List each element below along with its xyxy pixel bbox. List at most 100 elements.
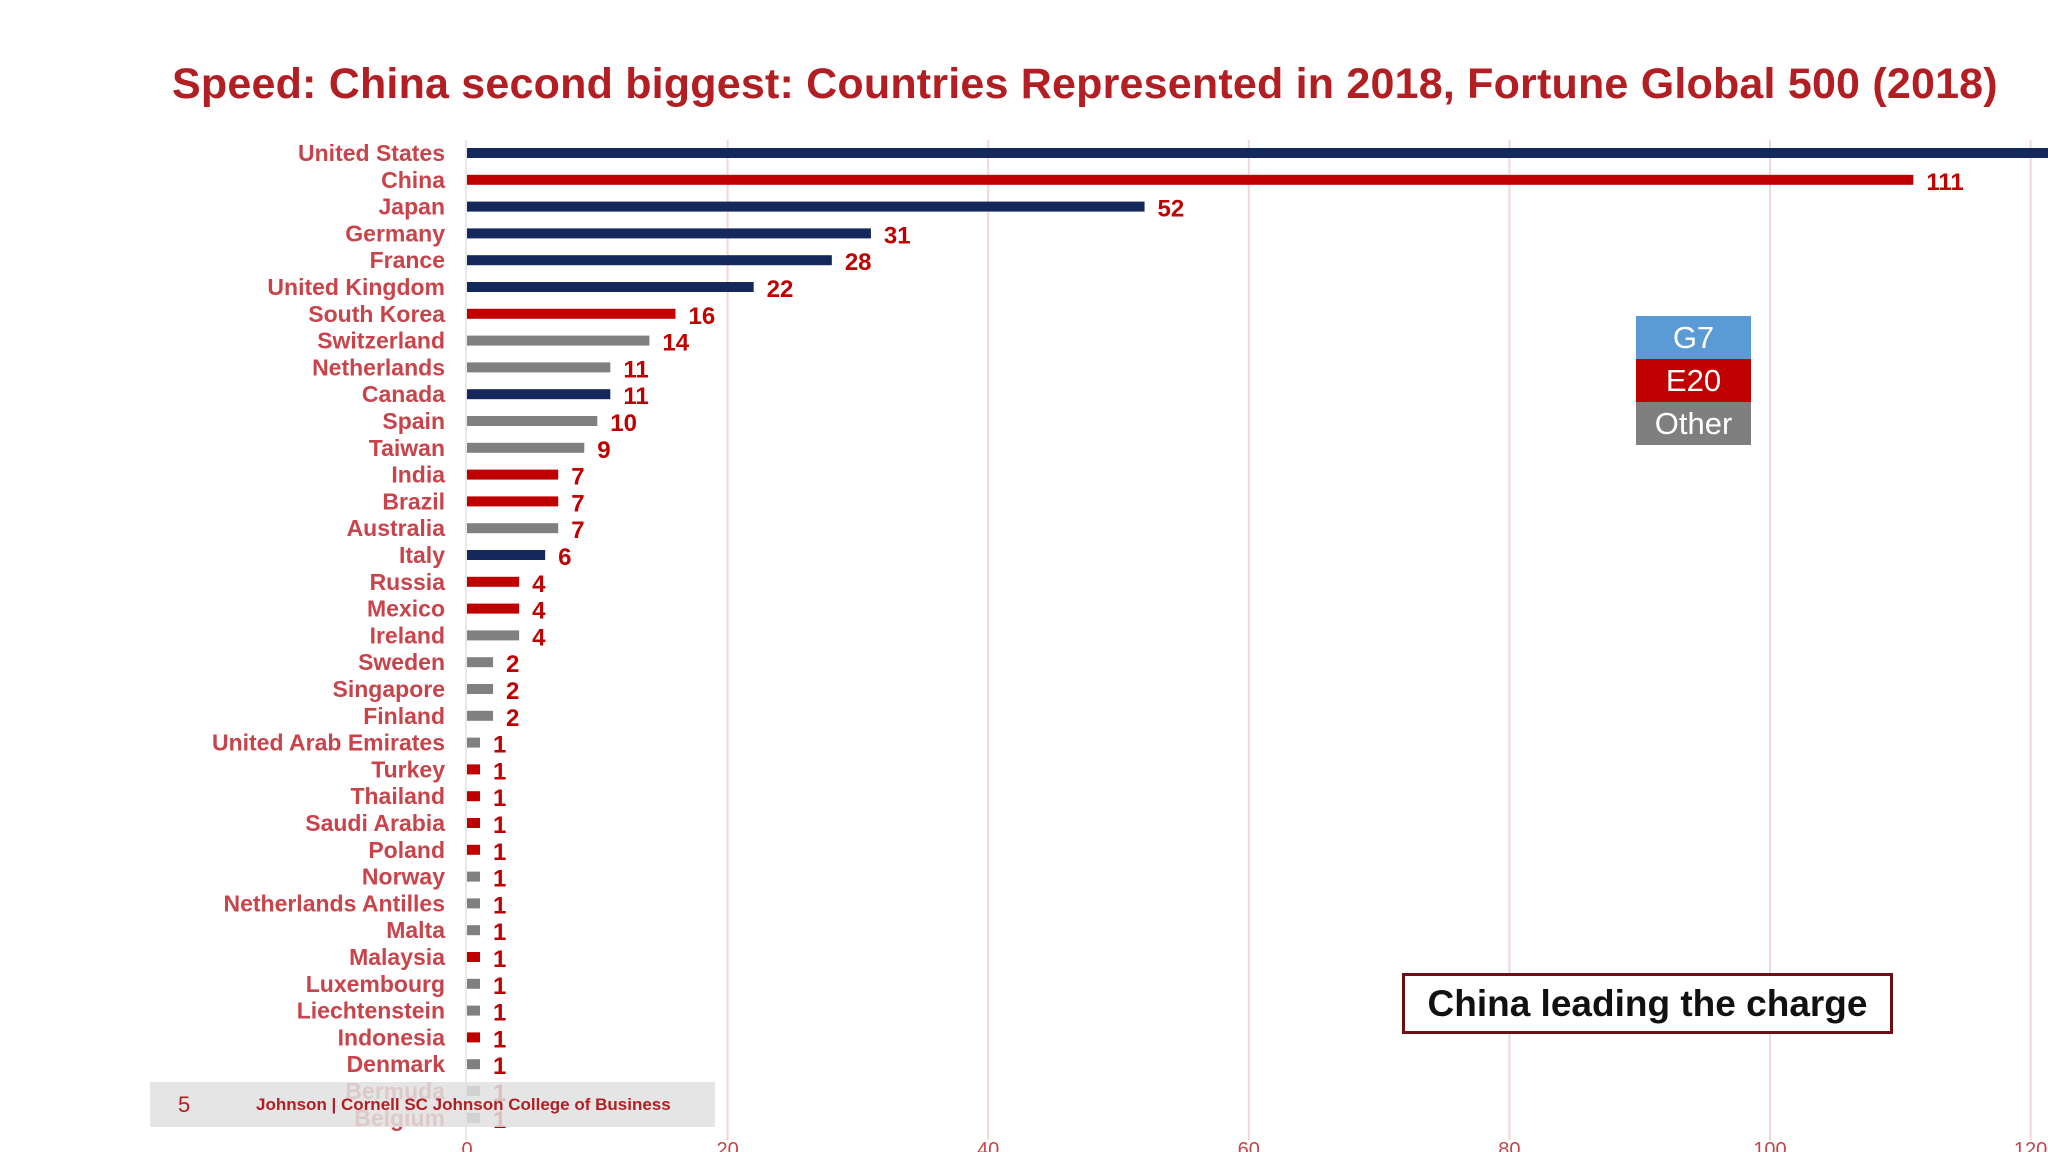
x-tick-label: 20 xyxy=(716,1139,738,1152)
bar xyxy=(467,791,481,802)
bar xyxy=(467,898,481,909)
value-label: 7 xyxy=(571,490,584,517)
bar xyxy=(467,255,832,266)
bar xyxy=(467,228,871,239)
page-number: 5 xyxy=(178,1092,191,1117)
x-tick-label: 60 xyxy=(1238,1139,1260,1152)
value-label: 6 xyxy=(558,544,571,571)
bar xyxy=(467,818,481,828)
category-label: Sweden xyxy=(358,649,445,675)
bar xyxy=(467,496,559,507)
category-label: Turkey xyxy=(371,756,445,782)
bar xyxy=(467,764,481,775)
value-label: 1 xyxy=(493,892,506,919)
legend-g7: G7 xyxy=(1636,316,1751,359)
value-label: 31 xyxy=(884,222,911,249)
value-label: 28 xyxy=(845,249,872,276)
bar xyxy=(467,416,598,426)
value-labels: 1261115231282216141111109777644422211111… xyxy=(493,169,1964,1134)
category-label: United Arab Emirates xyxy=(212,730,445,756)
bar xyxy=(467,657,494,668)
category-label: Taiwan xyxy=(369,435,445,461)
category-label: Liechtenstein xyxy=(297,998,445,1024)
gridlines xyxy=(465,140,2032,1140)
category-label: India xyxy=(391,462,445,488)
x-tick-labels: 020406080100120140 xyxy=(461,1139,2047,1152)
category-label: Canada xyxy=(362,381,445,407)
value-label: 14 xyxy=(662,330,689,357)
bar xyxy=(467,710,494,721)
chart-title: Speed: China second biggest: Countries R… xyxy=(172,60,1998,108)
category-label: South Korea xyxy=(308,301,445,327)
value-label: 10 xyxy=(610,410,637,437)
bar xyxy=(467,1005,481,1016)
bars xyxy=(467,148,2048,1123)
category-label: Indonesia xyxy=(338,1024,446,1050)
value-label: 1 xyxy=(493,919,506,946)
category-label: Australia xyxy=(347,515,446,541)
bar xyxy=(467,844,481,855)
category-label: Switzerland xyxy=(317,328,445,354)
category-label: Finland xyxy=(363,703,445,729)
category-label: Malta xyxy=(386,917,445,943)
legend: G7 E20 Other xyxy=(1636,316,1751,445)
value-label: 111 xyxy=(1926,169,1963,196)
bar xyxy=(467,925,481,936)
value-label: 4 xyxy=(532,571,546,598)
x-tick-label: 0 xyxy=(461,1139,472,1152)
category-label: Singapore xyxy=(333,676,445,702)
value-label: 1 xyxy=(493,946,506,973)
value-label: 4 xyxy=(532,624,546,651)
value-label: 1 xyxy=(493,1026,506,1053)
bar xyxy=(467,362,611,373)
bar xyxy=(467,174,1914,185)
category-label: Malaysia xyxy=(349,944,445,970)
category-label: Ireland xyxy=(370,622,445,648)
value-label: 1 xyxy=(493,758,506,785)
value-label: 4 xyxy=(532,598,546,625)
bar xyxy=(467,282,754,292)
value-label: 1 xyxy=(493,732,506,759)
bar xyxy=(467,1032,481,1043)
value-label: 11 xyxy=(623,356,648,383)
x-tick-label: 100 xyxy=(1753,1139,1786,1152)
value-label: 7 xyxy=(571,464,584,491)
bar xyxy=(467,201,1145,212)
category-label: Germany xyxy=(345,220,445,246)
value-label: 1 xyxy=(493,1053,506,1080)
x-tick-label: 120 xyxy=(2014,1139,2047,1152)
value-label: 7 xyxy=(571,517,584,544)
footer-brand: Johnson | Cornell SC Johnson College of … xyxy=(256,1095,671,1114)
bar xyxy=(467,1059,481,1070)
category-label: Saudi Arabia xyxy=(305,810,445,836)
bar xyxy=(467,603,520,614)
value-label: 1 xyxy=(493,866,506,893)
category-label: China xyxy=(381,167,445,193)
bar xyxy=(467,871,481,882)
value-label: 1 xyxy=(493,839,506,866)
bar xyxy=(467,952,481,962)
value-label: 1 xyxy=(493,1000,506,1027)
bar xyxy=(467,978,481,989)
category-labels: United StatesChinaJapanGermanyFranceUnit… xyxy=(212,140,445,1131)
legend-other: Other xyxy=(1636,402,1751,445)
value-label: 22 xyxy=(767,276,794,303)
bar xyxy=(467,523,559,534)
bar xyxy=(467,469,559,480)
category-label: Netherlands Antilles xyxy=(223,890,445,916)
value-label: 1 xyxy=(493,973,506,1000)
x-tick-label: 40 xyxy=(977,1139,999,1152)
value-label: 16 xyxy=(688,303,715,330)
category-label: Denmark xyxy=(347,1051,446,1077)
value-label: 11 xyxy=(623,383,648,410)
value-label: 1 xyxy=(493,785,506,812)
value-label: 2 xyxy=(506,651,519,678)
bar xyxy=(467,737,481,748)
value-label: 52 xyxy=(1158,196,1185,223)
footer-bar: 5 Johnson | Cornell SC Johnson College o… xyxy=(150,1082,715,1127)
bar xyxy=(467,630,520,641)
x-tick-label: 80 xyxy=(1498,1139,1520,1152)
category-label: France xyxy=(370,247,445,273)
value-label: 2 xyxy=(506,705,519,732)
